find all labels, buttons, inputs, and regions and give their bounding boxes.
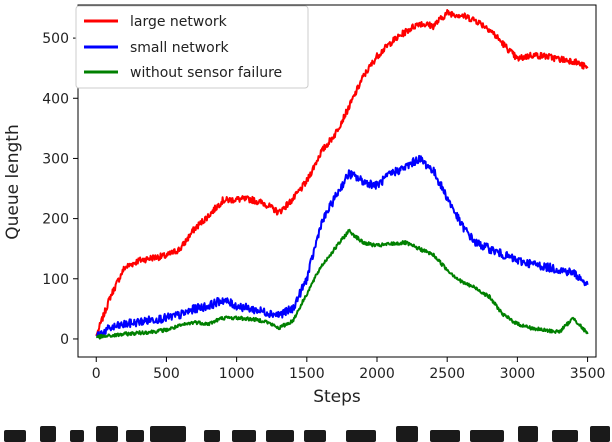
y-tick-label: 400: [42, 91, 69, 107]
series-line-large-network: [95, 9, 589, 337]
x-axis-ticks: 0 500 1000 1500 2000 2500 3000 3500: [92, 357, 606, 382]
series-line-small-network: [95, 154, 589, 339]
y-tick-label: 200: [42, 212, 69, 228]
legend-label-without-sensor-failure: without sensor failure: [130, 65, 282, 81]
line-chart: 0 500 1000 1500 2000 2500 3000 3500 0 100 200 300 4…: [3, 4, 606, 407]
y-axis-ticks: 0 100 200 300 400 500: [42, 31, 78, 348]
x-tick-label: 2500: [429, 366, 465, 382]
legend: large network small network without sens…: [75, 5, 309, 89]
y-tick-label: 100: [42, 272, 69, 288]
x-tick-label: 2000: [359, 366, 395, 382]
x-tick-label: 500: [153, 366, 180, 382]
y-axis-label: Queue length: [3, 124, 23, 239]
y-tick-label: 0: [60, 332, 69, 348]
x-tick-label: 0: [92, 366, 101, 382]
x-axis-label: Steps: [313, 387, 361, 407]
legend-label-large-network: large network: [130, 14, 228, 30]
x-tick-label: 1000: [219, 366, 255, 382]
x-tick-label: 1500: [289, 366, 325, 382]
y-tick-label: 300: [42, 151, 69, 167]
series-line-without-sensor-failure: [95, 228, 589, 340]
series-layer: [95, 9, 589, 340]
x-tick-label: 3000: [500, 366, 536, 382]
legend-box: [75, 5, 309, 89]
x-tick-label: 3500: [570, 366, 606, 382]
cropped-caption-text: [4, 426, 610, 442]
y-tick-label: 500: [42, 31, 69, 47]
legend-label-small-network: small network: [130, 40, 229, 56]
